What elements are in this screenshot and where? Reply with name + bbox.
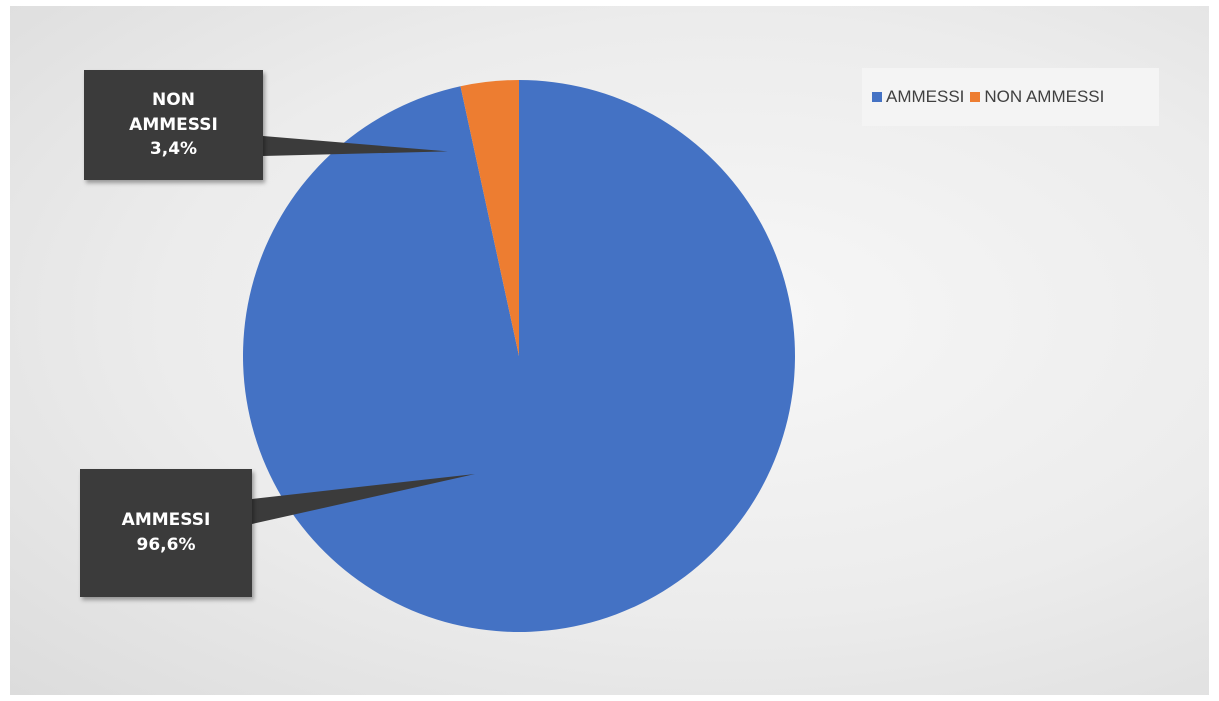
callout-pointer-ammessi [252,474,475,524]
data-label-non-ammessi-name-line2: AMMESSI [129,114,218,135]
legend-item-non-ammessi: NON AMMESSI [970,87,1104,107]
legend-label-ammessi: AMMESSI [886,87,965,106]
pie-slice-non-ammessi [460,80,519,356]
pie-slices [243,80,796,632]
data-label-ammessi-value: 96,6% [136,535,196,555]
pie-chart [243,80,796,632]
callout-pointers [252,136,475,524]
callout-pointer-non-ammessi [263,136,448,156]
data-label-non-ammessi: NON AMMESSI 3,4% [84,70,263,180]
data-label-ammessi: AMMESSI 96,6% [80,469,252,597]
legend-item-ammessi: AMMESSI [872,87,964,107]
data-label-non-ammessi-value: 3,4% [149,139,198,160]
legend-swatch-ammessi [872,92,882,102]
legend-swatch-non-ammessi [970,92,981,102]
data-label-ammessi-name: AMMESSI [121,510,211,531]
chart-area: NON AMMESSI 3,4% AMMESSI 96,6% AMMESSI N… [10,6,1209,695]
legend: AMMESSI NON AMMESSI [862,68,1159,126]
data-label-non-ammessi-name-line1: NON [152,90,195,111]
legend-label-non-ammessi: NON AMMESSI [984,87,1105,106]
